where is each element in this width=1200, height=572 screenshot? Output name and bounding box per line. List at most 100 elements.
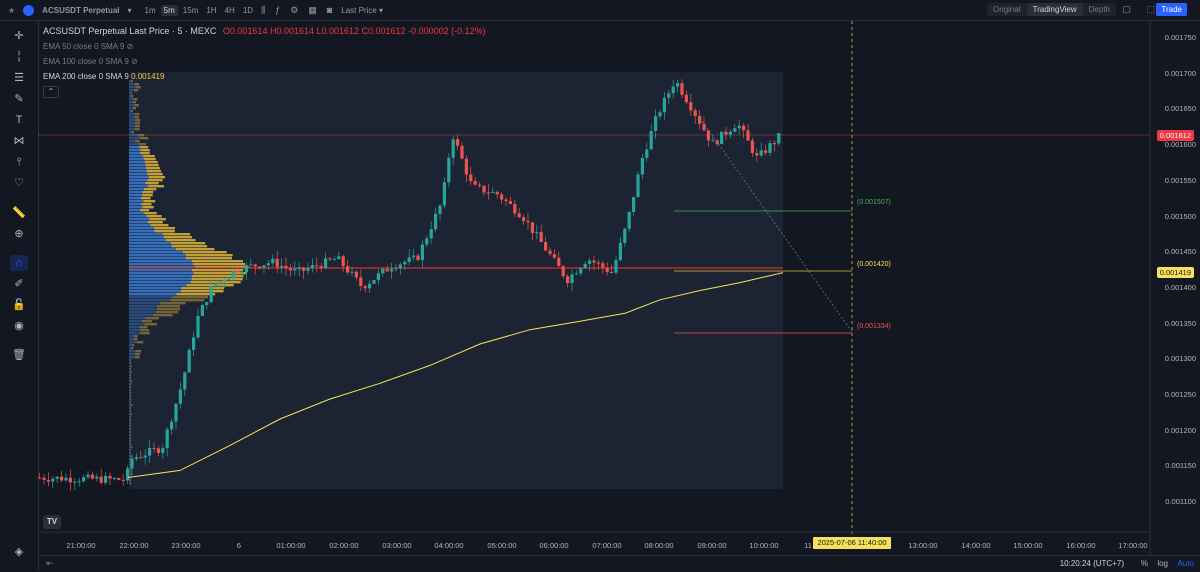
- volume-profile-bar-buy: [129, 230, 155, 233]
- volume-profile-bar-buy: [129, 239, 166, 242]
- candle-body: [706, 130, 710, 141]
- volume-profile-bar-sell: [136, 341, 144, 344]
- symbol-name[interactable]: ACSUSDT Perpetual: [42, 5, 120, 15]
- fib-icon[interactable]: ☰: [14, 72, 24, 84]
- percent-scale-toggle[interactable]: %: [1140, 559, 1148, 568]
- lock-icon[interactable]: 🔓: [12, 299, 26, 311]
- volume-profile-bar-sell: [175, 248, 215, 251]
- volume-profile-bar-buy: [129, 419, 131, 422]
- timeframe-15m[interactable]: 15m: [182, 5, 199, 15]
- volume-profile-bar-buy: [129, 323, 145, 326]
- candle-body: [165, 429, 169, 449]
- candle-body: [764, 150, 768, 153]
- candle-body: [121, 479, 125, 481]
- layers-icon[interactable]: ◈: [14, 546, 24, 558]
- candle-type-icon[interactable]: ⫼: [261, 4, 266, 15]
- pattern-icon[interactable]: ⋈: [13, 135, 25, 147]
- volume-profile-bar-buy: [129, 107, 133, 110]
- volume-profile-bar-buy: [129, 326, 140, 329]
- volume-profile-bar-buy: [129, 146, 140, 149]
- candle-body: [645, 149, 649, 158]
- eye-off-icon[interactable]: ⊘: [131, 57, 138, 66]
- volume-profile-bar-sell: [130, 362, 132, 365]
- star-icon[interactable]: ★: [8, 5, 16, 15]
- volume-profile-bar-buy: [129, 464, 131, 467]
- brush-icon[interactable]: ✎: [14, 93, 24, 105]
- volume-profile-bar-sell: [130, 452, 131, 455]
- magnet-icon[interactable]: ⌂: [10, 255, 28, 271]
- settings-icon[interactable]: ⚙: [290, 4, 299, 15]
- timeframe-5m[interactable]: 5m: [160, 4, 178, 16]
- volume-profile-bar-buy: [129, 215, 147, 218]
- forecast-icon[interactable]: ⫯: [16, 156, 22, 168]
- timeframe-1m[interactable]: 1m: [144, 5, 156, 15]
- fullscreen-icon[interactable]: ▢: [1122, 4, 1131, 14]
- price-tick-label: 0.001400: [1164, 282, 1196, 292]
- candle-body: [306, 268, 310, 271]
- volume-profile-bar-sell: [185, 254, 233, 257]
- volume-profile-bar-buy: [129, 443, 131, 446]
- volume-profile-bar-buy: [129, 95, 132, 98]
- timeframe-1h[interactable]: 1H: [206, 5, 217, 15]
- timeframe-1d[interactable]: 1D: [242, 5, 254, 15]
- zoom-icon[interactable]: ⊕: [14, 228, 24, 240]
- tradingview-logo[interactable]: TV: [43, 515, 61, 529]
- candle-body: [636, 174, 640, 198]
- candle-body: [319, 266, 323, 268]
- volume-profile-bar-buy: [129, 299, 171, 302]
- clock[interactable]: 10:20:24 (UTC+7): [1059, 559, 1124, 568]
- volume-profile-bar-sell: [133, 98, 138, 101]
- candle-body: [218, 281, 222, 285]
- camera-icon[interactable]: ◙: [326, 5, 333, 15]
- price-type-select[interactable]: Last Price ▾: [341, 5, 384, 15]
- layout-icon[interactable]: ▦: [308, 4, 317, 15]
- legend-ema200[interactable]: EMA 200 close 0 SMA 9 0.001419: [43, 69, 486, 84]
- volume-profile-bar-buy: [129, 410, 131, 413]
- eye-off-icon[interactable]: ⊘: [126, 42, 134, 51]
- volume-profile-bar-buy: [129, 152, 141, 155]
- legend-ema100[interactable]: EMA 100 close 0 SMA 9 ⊘: [43, 54, 486, 69]
- candle-body: [68, 477, 72, 483]
- candle-body: [390, 269, 394, 272]
- volume-profile-bar-sell: [130, 359, 131, 362]
- crosshair-icon[interactable]: ✛: [14, 30, 24, 42]
- volume-profile-bar-sell: [133, 338, 138, 341]
- go-to-date-icon[interactable]: ⇤: [46, 558, 54, 568]
- volume-profile-bar-buy: [129, 110, 132, 113]
- lock-drawing-icon[interactable]: ✐: [14, 278, 24, 290]
- volume-profile-bar-sell: [130, 425, 131, 428]
- volume-profile-bar-sell: [130, 416, 131, 419]
- legend-ema50[interactable]: EMA 50 close 0 SMA 9 ⊘: [43, 39, 486, 54]
- legend-collapse-button[interactable]: ⌃: [43, 86, 59, 98]
- volume-profile-bar-sell: [135, 353, 141, 356]
- mode-depth[interactable]: Depth: [1088, 5, 1110, 14]
- candle-body: [640, 157, 644, 175]
- auto-scale-toggle[interactable]: Auto: [1177, 559, 1194, 568]
- expand-icon[interactable]: ⬚: [1146, 4, 1155, 14]
- trendline-icon[interactable]: ╎: [15, 51, 23, 63]
- volume-profile-bar-sell: [130, 92, 132, 95]
- mode-original[interactable]: Original: [993, 5, 1021, 14]
- volume-profile-bar-sell: [134, 122, 140, 125]
- volume-profile-bar-buy: [129, 143, 139, 146]
- eye-icon[interactable]: ◉: [14, 320, 24, 332]
- mode-tradingview[interactable]: TradingView: [1026, 3, 1083, 16]
- price-tick-label: 0.001100: [1165, 497, 1196, 507]
- trade-button[interactable]: Trade: [1156, 3, 1187, 16]
- candle-body: [416, 255, 420, 261]
- price-tick-label: 0.001750: [1164, 33, 1196, 42]
- heart-icon[interactable]: ♡: [14, 177, 24, 189]
- candles: [38, 79, 781, 491]
- candle-body: [702, 123, 706, 131]
- chevron-down-icon[interactable]: ▾: [127, 5, 132, 15]
- text-icon[interactable]: T: [15, 114, 23, 126]
- log-scale-toggle[interactable]: log: [1157, 559, 1168, 568]
- indicators-icon[interactable]: ƒ: [275, 5, 281, 15]
- timeframe-4h[interactable]: 4H: [224, 5, 235, 15]
- volume-profile-bar-sell: [134, 140, 140, 143]
- candle-body: [156, 448, 160, 453]
- trash-icon[interactable]: 🗑: [12, 349, 26, 361]
- ruler-icon[interactable]: 📏: [12, 207, 26, 219]
- ema-price-label: 0.001419: [1156, 267, 1194, 278]
